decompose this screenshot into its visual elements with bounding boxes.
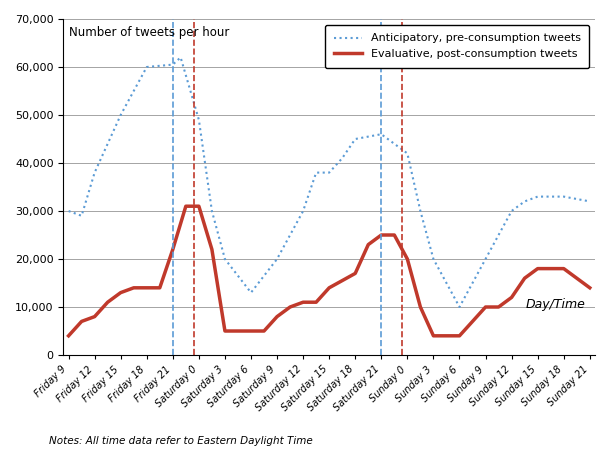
Evaluative, post-consumption tweets xyxy=(312,299,320,305)
Evaluative, post-consumption tweets xyxy=(156,285,163,290)
Evaluative, post-consumption tweets xyxy=(182,203,190,209)
Evaluative, post-consumption tweets xyxy=(273,314,281,319)
Anticipatory, pre-consumption tweets xyxy=(404,151,411,156)
Evaluative, post-consumption tweets xyxy=(287,304,294,310)
Anticipatory, pre-consumption tweets xyxy=(482,256,489,262)
Text: Number of tweets per hour: Number of tweets per hour xyxy=(69,26,229,39)
Evaluative, post-consumption tweets xyxy=(534,266,541,272)
Evaluative, post-consumption tweets xyxy=(560,266,567,272)
Anticipatory, pre-consumption tweets xyxy=(143,64,151,70)
Evaluative, post-consumption tweets xyxy=(326,285,333,290)
Evaluative, post-consumption tweets xyxy=(65,333,72,339)
Evaluative, post-consumption tweets xyxy=(221,328,229,334)
Anticipatory, pre-consumption tweets xyxy=(339,156,346,161)
Anticipatory, pre-consumption tweets xyxy=(312,170,320,175)
Line: Evaluative, post-consumption tweets: Evaluative, post-consumption tweets xyxy=(68,206,590,336)
Evaluative, post-consumption tweets xyxy=(117,290,124,295)
Anticipatory, pre-consumption tweets xyxy=(560,194,567,199)
Anticipatory, pre-consumption tweets xyxy=(586,199,594,204)
Evaluative, post-consumption tweets xyxy=(365,242,372,247)
Evaluative, post-consumption tweets xyxy=(378,232,385,238)
Anticipatory, pre-consumption tweets xyxy=(169,62,176,67)
Evaluative, post-consumption tweets xyxy=(169,247,176,252)
Evaluative, post-consumption tweets xyxy=(482,304,489,310)
Evaluative, post-consumption tweets xyxy=(130,285,137,290)
Evaluative, post-consumption tweets xyxy=(404,256,411,262)
Anticipatory, pre-consumption tweets xyxy=(456,304,463,310)
Evaluative, post-consumption tweets xyxy=(195,203,203,209)
Anticipatory, pre-consumption tweets xyxy=(221,256,229,262)
Anticipatory, pre-consumption tweets xyxy=(65,208,72,214)
Anticipatory, pre-consumption tweets xyxy=(300,208,307,214)
Anticipatory, pre-consumption tweets xyxy=(351,136,359,142)
Anticipatory, pre-consumption tweets xyxy=(378,132,385,137)
Anticipatory, pre-consumption tweets xyxy=(430,256,437,262)
Anticipatory, pre-consumption tweets xyxy=(247,290,254,295)
Anticipatory, pre-consumption tweets xyxy=(78,213,85,219)
Anticipatory, pre-consumption tweets xyxy=(117,112,124,118)
Evaluative, post-consumption tweets xyxy=(91,314,98,319)
Legend: Anticipatory, pre-consumption tweets, Evaluative, post-consumption tweets: Anticipatory, pre-consumption tweets, Ev… xyxy=(325,24,589,68)
Anticipatory, pre-consumption tweets xyxy=(417,208,424,214)
Evaluative, post-consumption tweets xyxy=(521,276,528,281)
Evaluative, post-consumption tweets xyxy=(456,333,463,339)
Text: Notes: All time data refer to Eastern Daylight Time: Notes: All time data refer to Eastern Da… xyxy=(49,437,312,446)
Evaluative, post-consumption tweets xyxy=(390,232,398,238)
Evaluative, post-consumption tweets xyxy=(495,304,502,310)
Evaluative, post-consumption tweets xyxy=(508,295,515,300)
Anticipatory, pre-consumption tweets xyxy=(521,199,528,204)
Evaluative, post-consumption tweets xyxy=(417,304,424,310)
Evaluative, post-consumption tweets xyxy=(208,247,215,252)
Anticipatory, pre-consumption tweets xyxy=(177,55,184,60)
Evaluative, post-consumption tweets xyxy=(260,328,268,334)
Anticipatory, pre-consumption tweets xyxy=(326,170,333,175)
Anticipatory, pre-consumption tweets xyxy=(208,208,215,214)
Anticipatory, pre-consumption tweets xyxy=(195,117,203,123)
Evaluative, post-consumption tweets xyxy=(586,285,594,290)
Text: Day/Time: Day/Time xyxy=(526,298,586,311)
Evaluative, post-consumption tweets xyxy=(78,319,85,324)
Anticipatory, pre-consumption tweets xyxy=(534,194,541,199)
Evaluative, post-consumption tweets xyxy=(300,299,307,305)
Line: Anticipatory, pre-consumption tweets: Anticipatory, pre-consumption tweets xyxy=(68,57,590,307)
Anticipatory, pre-consumption tweets xyxy=(273,256,281,262)
Evaluative, post-consumption tweets xyxy=(104,299,111,305)
Anticipatory, pre-consumption tweets xyxy=(91,170,98,175)
Anticipatory, pre-consumption tweets xyxy=(508,208,515,214)
Evaluative, post-consumption tweets xyxy=(351,271,359,276)
Evaluative, post-consumption tweets xyxy=(430,333,437,339)
Evaluative, post-consumption tweets xyxy=(247,328,254,334)
